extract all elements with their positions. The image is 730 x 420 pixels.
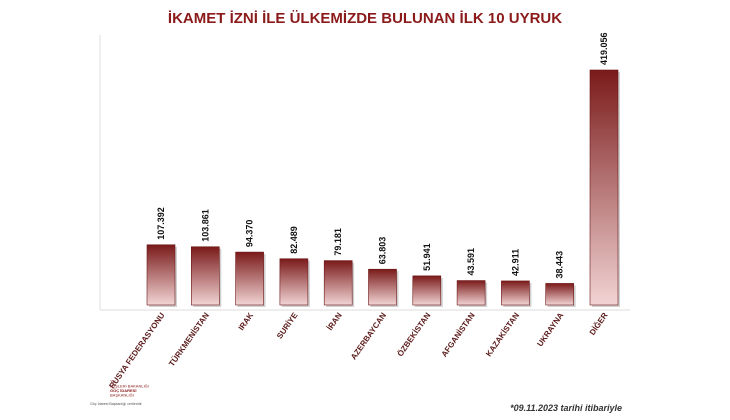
footnote: *09.11.2023 tarihi itibariyle (510, 403, 622, 413)
logo-line4: BAŞKANLIĞI (110, 393, 134, 398)
bar-8 (501, 280, 530, 306)
bar-3 (279, 258, 309, 306)
bar-10 (589, 69, 619, 306)
value-label-6: 51.941 (422, 243, 432, 271)
bar-6 (412, 275, 442, 306)
category-label-1: TÜRKMENİSTAN (167, 311, 211, 368)
value-label-0: 107.392 (156, 207, 166, 240)
value-label-8: 42.911 (510, 249, 520, 276)
logo-line3: GÖÇ İDARESİ (110, 388, 136, 393)
value-label-5: 63.803 (378, 237, 388, 265)
chart-title: İKAMET İZNİ İLE ÜLKEMİZDE BULUNAN İLK 10… (168, 10, 562, 27)
logo-line2: İÇİŞLERİ BAKANLIĞI (110, 384, 149, 389)
bar-1 (191, 246, 220, 306)
category-label-3: SURİYE (275, 310, 300, 340)
bar-2 (235, 251, 264, 306)
category-label-4: İRAN (325, 311, 344, 332)
category-label-9: UKRAYNA (535, 311, 565, 349)
value-label-9: 38.443 (555, 251, 565, 279)
bar-7 (456, 280, 486, 306)
value-label-10: 419.056 (599, 32, 609, 65)
category-label-7: AFGANİSTAN (440, 311, 477, 359)
value-label-2: 94.370 (245, 220, 255, 248)
category-label-2: IRAK (237, 311, 256, 332)
bar-9 (545, 283, 575, 306)
category-label-8: KAZAKİSTAN (484, 311, 521, 358)
bar-4 (323, 260, 353, 306)
category-labels-group: RUSYA FEDERASYONU TÜRKMENİSTAN IRAK SURİYE İ… (107, 310, 609, 390)
logo: T.C. İÇİŞLERİ BAKANLIĞI GÖÇ İDARESİ BAŞK… (90, 379, 149, 406)
value-label-4: 79.181 (333, 228, 343, 256)
bar-5 (368, 268, 397, 306)
crescent-icon (97, 382, 104, 396)
category-label-6: ÖZBEKİSTAN (396, 311, 433, 358)
category-label-5: AZERBAYCAN (349, 311, 388, 362)
logo-caption: Göç İdaresi Başkanlığı verileridir. (90, 401, 143, 406)
value-label-7: 43.591 (466, 248, 476, 276)
value-label-1: 103.861 (200, 209, 210, 242)
bar-0 (146, 244, 176, 306)
category-label-10: DİĞER (588, 311, 610, 337)
value-labels-group: 107.392 103.861 94.370 82.489 79.181 63.803 51… (156, 32, 609, 278)
value-label-3: 82.489 (289, 226, 299, 254)
bars-group (146, 69, 620, 307)
logo-line1: T.C. (110, 379, 117, 384)
